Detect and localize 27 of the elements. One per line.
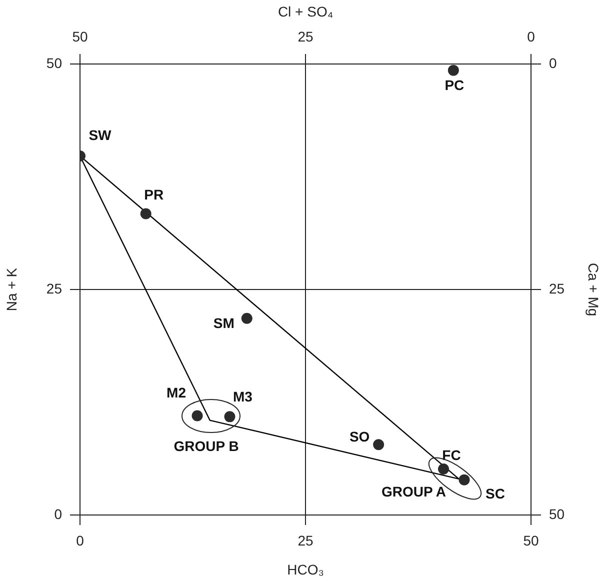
annotation: SC: [486, 486, 505, 502]
annotation: SO: [349, 428, 370, 445]
x2-tick-label: 25: [298, 28, 314, 44]
y2-tick-label: 0: [549, 54, 557, 71]
y-tick-label: 0: [54, 506, 62, 522]
x-tick-label: 25: [298, 532, 314, 548]
annotation: SW: [88, 126, 112, 143]
x-tick-label: 0: [76, 532, 84, 548]
y2-tick-label: 25: [549, 280, 565, 296]
annotation: GROUP B: [174, 438, 239, 454]
annotation: SM: [213, 315, 234, 332]
x2-tick-label: 50: [72, 28, 88, 44]
x-tick-label: 50: [523, 532, 539, 548]
annotation: PC: [444, 77, 464, 94]
annotation: FC: [442, 446, 461, 463]
y2-axis-title: Ca + Mg: [586, 262, 602, 316]
annotation: GROUP A: [381, 483, 446, 500]
annotation: M2: [166, 384, 186, 401]
y-tick-label: 50: [46, 54, 62, 71]
annotation: M3: [233, 388, 253, 405]
x-axis-title: HCO₃: [287, 561, 324, 578]
x2-axis-title: Cl + SO₄: [278, 3, 334, 20]
y-tick-label: 25: [46, 280, 62, 296]
annotation: PR: [144, 186, 164, 203]
x2-tick-label: 0: [527, 28, 536, 44]
y-axis-title: Na + K: [3, 267, 20, 312]
y2-tick-label: 50: [549, 506, 565, 522]
